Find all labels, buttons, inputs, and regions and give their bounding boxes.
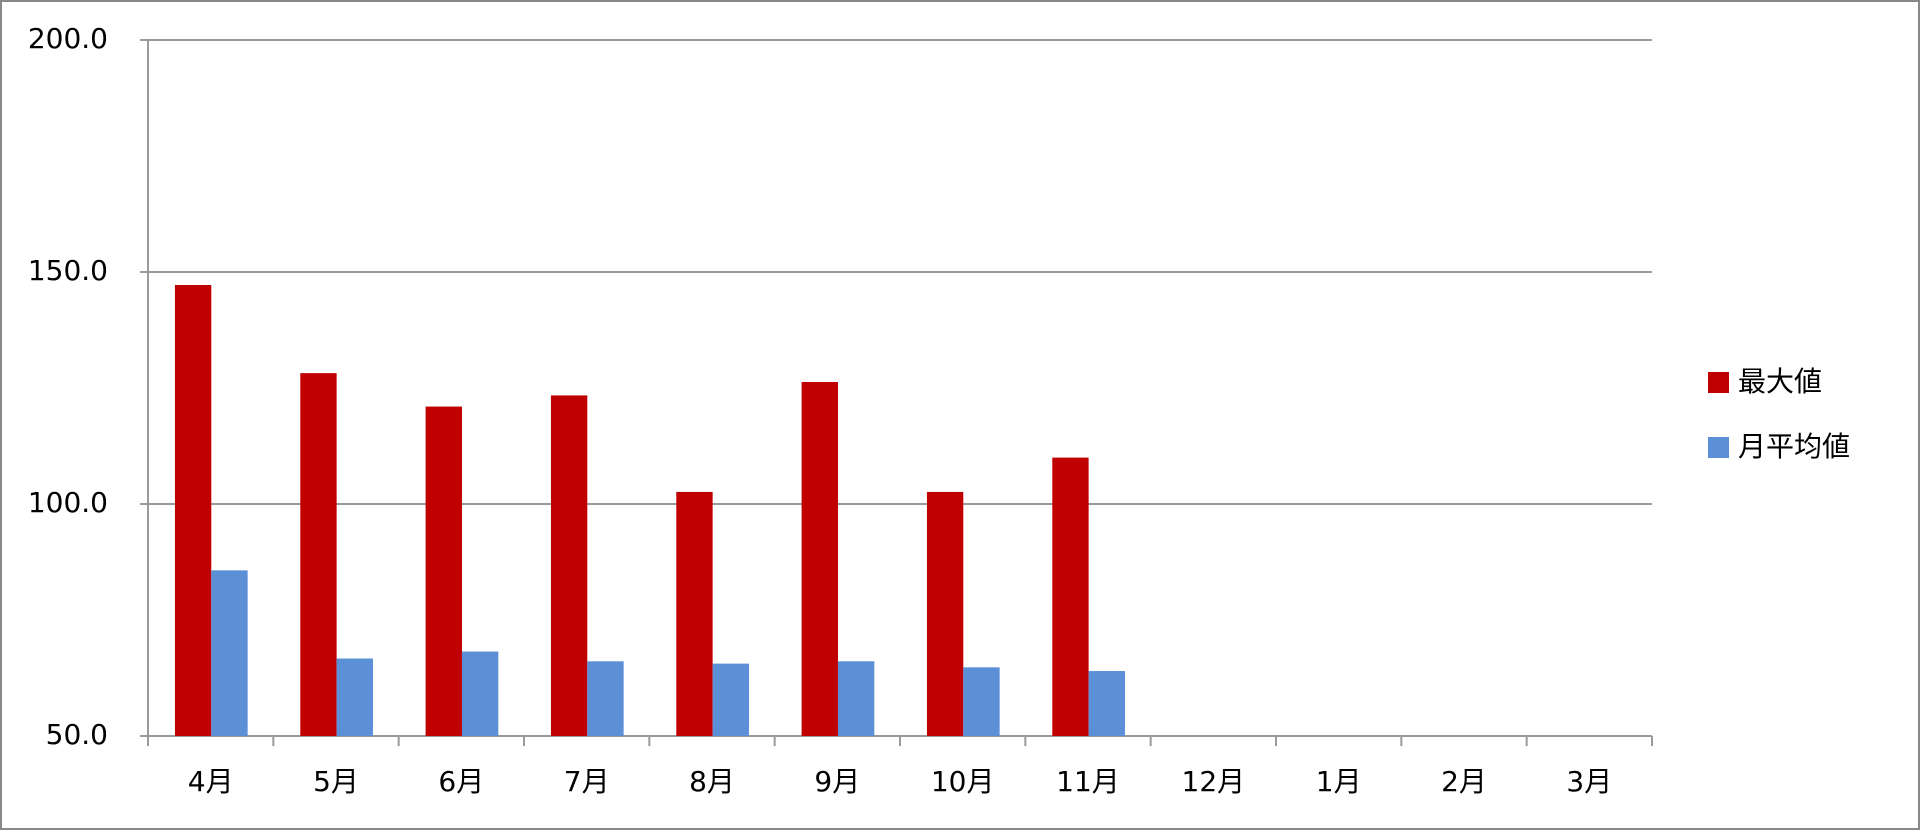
bar (211, 570, 248, 736)
legend-label: 最大値 (1738, 365, 1822, 398)
bar (1088, 671, 1125, 736)
bar (174, 284, 212, 736)
y-tick-label: 100.0 (28, 486, 108, 519)
bar (550, 395, 588, 736)
legend-swatch (1708, 372, 1729, 393)
legend-swatch (1708, 437, 1729, 458)
bar (837, 661, 875, 736)
y-tick-label: 50.0 (46, 718, 108, 751)
bar (587, 661, 624, 736)
bar (461, 651, 499, 736)
bar (336, 658, 373, 736)
x-tick-label: 12月 (1182, 765, 1246, 798)
bar (712, 663, 749, 736)
x-tick-label: 7月 (564, 765, 610, 798)
bar (1052, 457, 1089, 736)
x-tick-label: 1月 (1316, 765, 1362, 798)
x-tick-label: 11月 (1056, 765, 1120, 798)
bar (425, 406, 462, 736)
x-tick-label: 4月 (188, 765, 234, 798)
legend-label: 月平均値 (1738, 430, 1850, 463)
bar (676, 491, 713, 736)
bar (926, 491, 964, 736)
bar (300, 373, 337, 736)
x-tick-label: 6月 (438, 765, 484, 798)
x-tick-label: 5月 (313, 765, 359, 798)
x-tick-label: 3月 (1566, 765, 1612, 798)
bar (801, 381, 838, 736)
bar (963, 667, 1000, 736)
x-tick-label: 9月 (814, 765, 860, 798)
x-tick-label: 8月 (689, 765, 735, 798)
y-tick-label: 150.0 (28, 254, 108, 287)
y-tick-label: 200.0 (28, 22, 108, 55)
x-tick-label: 2月 (1441, 765, 1487, 798)
x-tick-label: 10月 (931, 765, 995, 798)
